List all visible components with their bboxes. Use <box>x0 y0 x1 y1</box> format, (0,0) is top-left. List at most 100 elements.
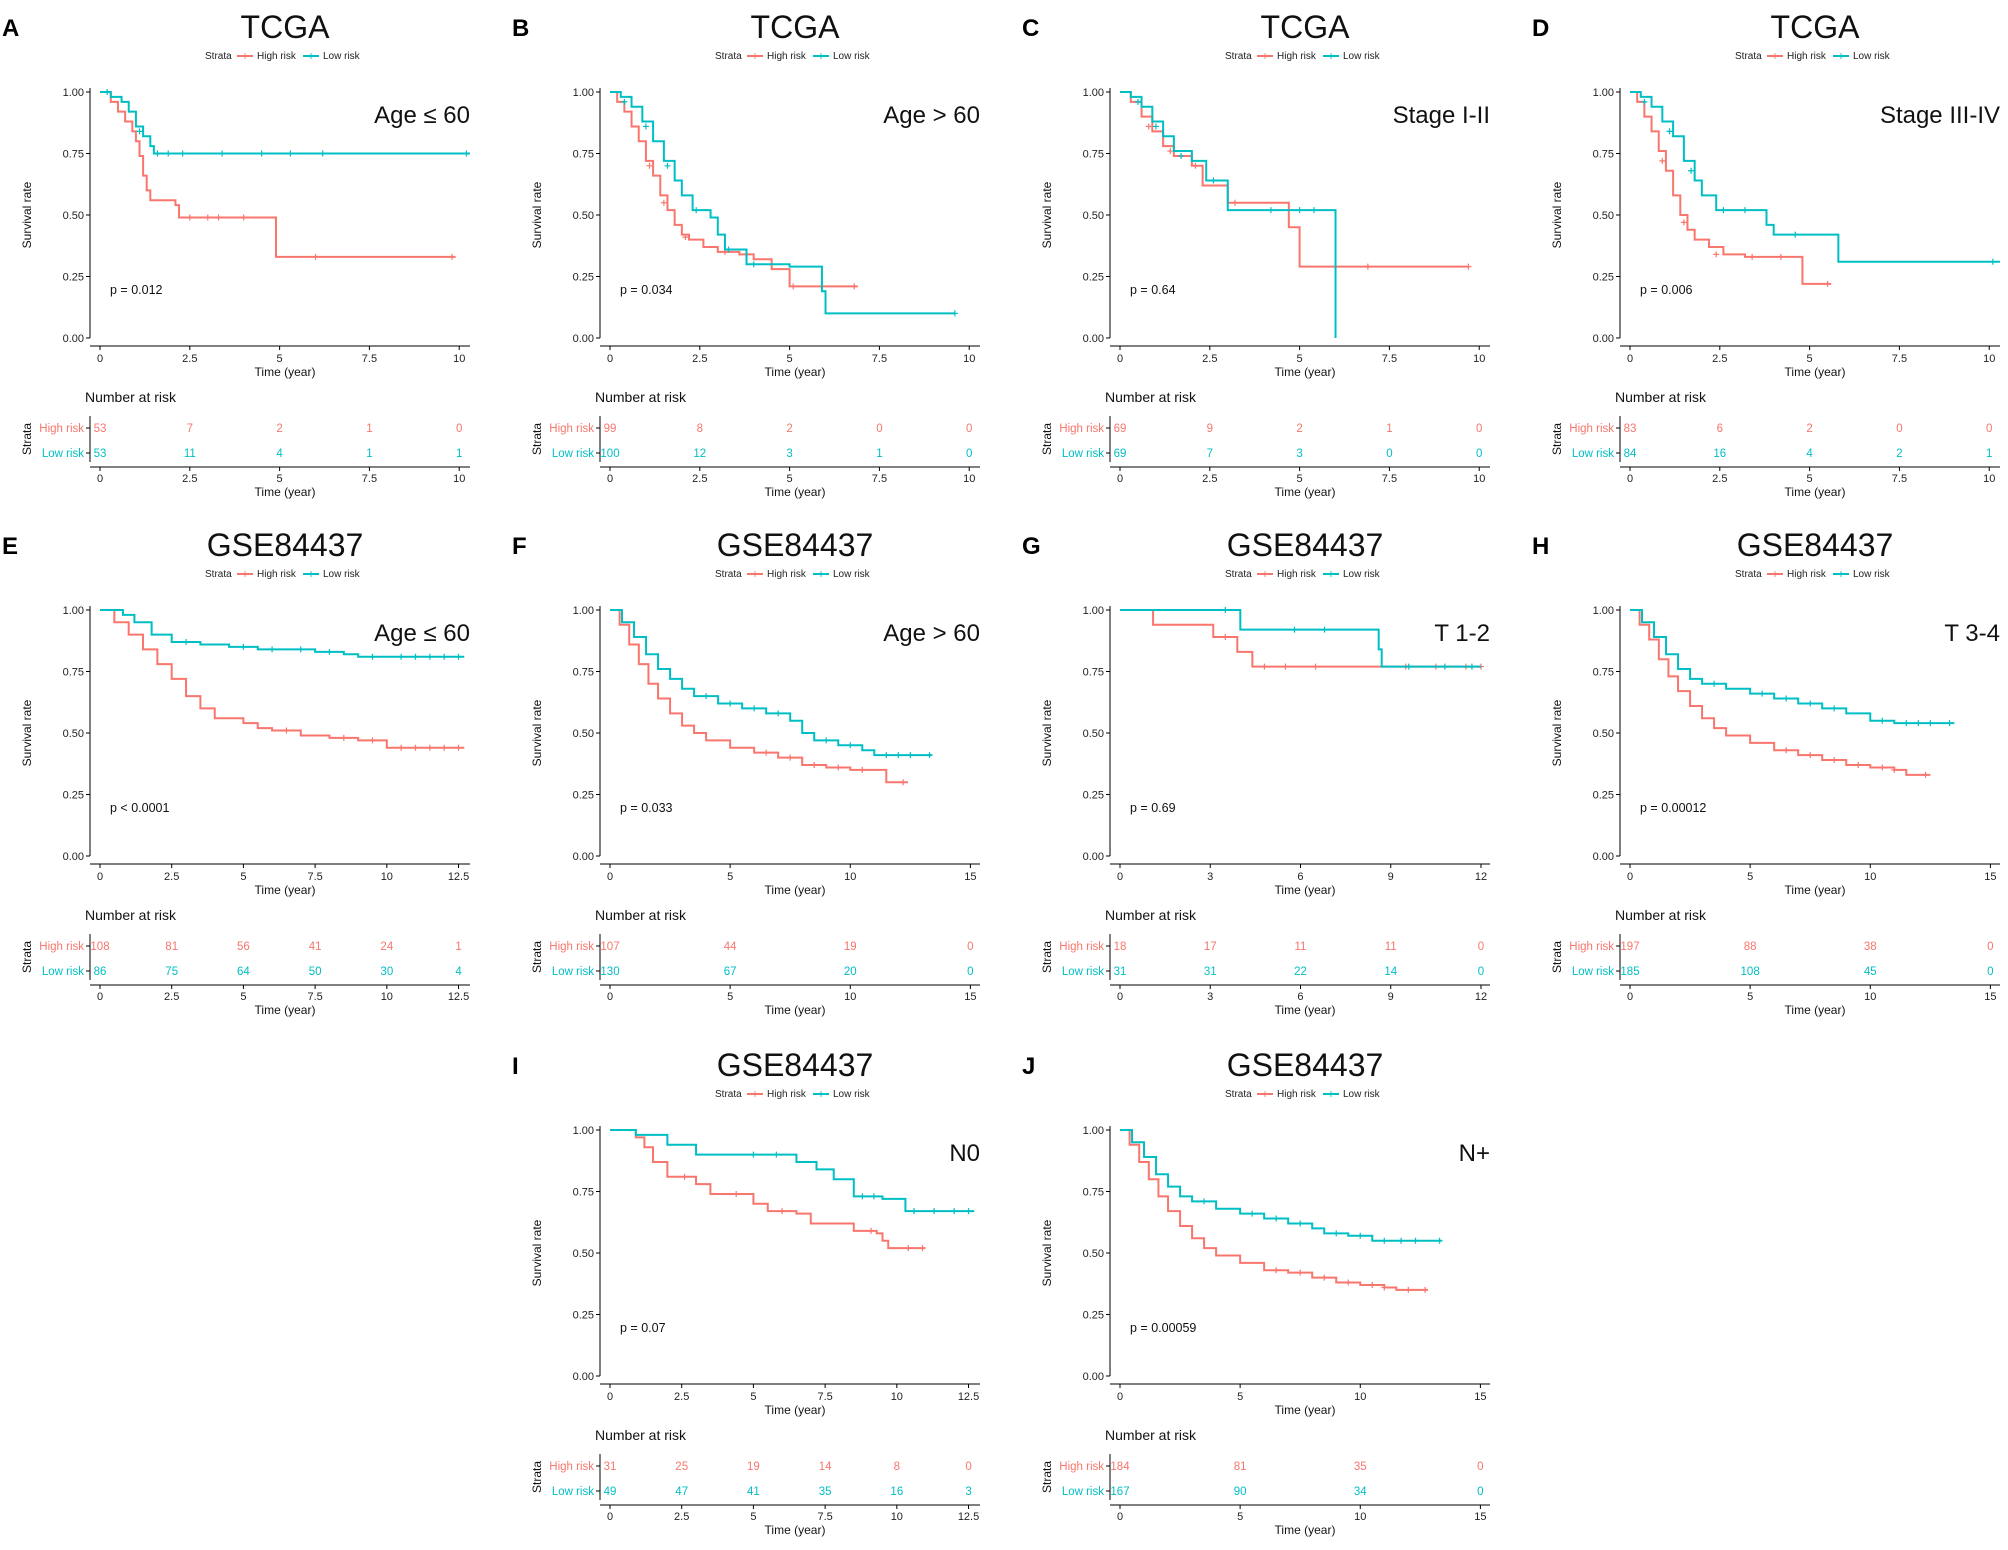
risk-count-low: 90 <box>1234 1486 1247 1498</box>
panel-letter: A <box>2 15 19 42</box>
risk-count-low: 185 <box>1620 966 1639 978</box>
censor-mark-low <box>750 1151 757 1158</box>
censor-mark-high <box>1297 1269 1304 1276</box>
risk-x-tick-label: 10 <box>1983 473 1995 485</box>
legend-title: Strata <box>715 51 742 62</box>
survival-curve-low <box>1630 91 2000 263</box>
censor-mark-high <box>1659 157 1666 164</box>
risk-row-label-high: High risk <box>1569 423 1614 435</box>
risk-row-label-low: Low risk <box>1572 448 1614 460</box>
x-tick-label: 3 <box>1207 871 1213 883</box>
risk-x-tick-label: 7.5 <box>1892 473 1907 485</box>
censor-mark-high <box>240 214 247 221</box>
risk-count-low: 53 <box>94 448 107 460</box>
risk-row-label-low: Low risk <box>552 966 594 978</box>
censor-mark-low <box>165 150 172 157</box>
survival-curve-high <box>610 1129 926 1250</box>
censor-mark-low <box>1641 98 1648 105</box>
x-tick-label: 0 <box>1117 353 1123 365</box>
risk-count-low: 67 <box>724 966 737 978</box>
x-axis-label: Time (year) <box>255 883 316 897</box>
censor-mark-low <box>870 1193 877 1200</box>
risk-strata-label: Strata <box>1040 941 1054 973</box>
risk-x-tick-label: 7.5 <box>817 1511 832 1523</box>
risk-count-low: 50 <box>309 966 322 978</box>
panel-g: G GSE84437 Strata + High risk + Low risk 0.00 0.… <box>1020 518 1522 1030</box>
censor-mark-high <box>1855 761 1862 768</box>
risk-count-low: 1 <box>1986 448 1992 460</box>
y-tick-label: 0.75 <box>63 149 84 161</box>
risk-x-axis-label: Time (year) <box>1785 485 1846 499</box>
risk-x-tick-label: 2.5 <box>182 473 197 485</box>
survival-curve-low <box>1120 609 1481 668</box>
censor-mark-high <box>1680 219 1687 226</box>
risk-x-tick-label: 12.5 <box>448 991 469 1003</box>
censor-mark-high <box>1231 199 1238 206</box>
y-tick-label: 0.00 <box>573 851 594 863</box>
y-tick-label: 0.75 <box>1083 667 1104 679</box>
censor-mark-low <box>1927 720 1934 727</box>
panel-letter: F <box>512 533 527 560</box>
censor-mark-high <box>412 744 419 751</box>
censor-mark-high <box>851 283 858 290</box>
y-tick-label: 0.00 <box>63 333 84 345</box>
censor-mark-low <box>847 742 854 749</box>
censor-mark-low <box>1831 705 1838 712</box>
y-tick-label: 1.00 <box>63 605 84 617</box>
subgroup-label: Age > 60 <box>883 102 980 129</box>
panel-letter: D <box>1532 15 1549 42</box>
censor-mark-low <box>727 700 734 707</box>
risk-strata-label: Strata <box>1040 1461 1054 1493</box>
risk-count-high: 184 <box>1110 1461 1130 1473</box>
censor-mark-low <box>823 737 830 744</box>
legend-low-cross: + <box>1327 567 1334 581</box>
panel-title: TCGA <box>1261 9 1351 45</box>
x-tick-label: 2.5 <box>182 353 197 365</box>
legend-low-cross: + <box>817 567 824 581</box>
legend-high-label: High risk <box>1277 569 1317 580</box>
censor-mark-high <box>859 766 866 773</box>
y-tick-label: 0.75 <box>63 667 84 679</box>
risk-row-label-high: High risk <box>1569 941 1614 953</box>
risk-strata-label: Strata <box>530 941 544 973</box>
survival-curve-high <box>1120 1129 1428 1291</box>
legend-low-label: Low risk <box>1343 51 1381 62</box>
y-tick-label: 0.25 <box>573 1310 594 1322</box>
legend-high-label: High risk <box>257 51 297 62</box>
risk-count-low: 1 <box>876 448 882 460</box>
risk-x-tick-label: 10 <box>844 991 856 1003</box>
y-tick-label: 0.75 <box>1083 149 1104 161</box>
risk-count-high: 1 <box>455 941 461 953</box>
risk-count-low: 3 <box>965 1486 971 1498</box>
y-tick-label: 0.50 <box>63 210 84 222</box>
risk-x-tick-label: 2.5 <box>1202 473 1217 485</box>
censor-mark-low <box>1989 258 1996 265</box>
risk-count-low: 31 <box>1204 966 1217 978</box>
risk-count-high: 2 <box>1296 423 1302 435</box>
panel-letter: H <box>1532 533 1549 560</box>
risk-count-high: 108 <box>90 941 109 953</box>
legend-title: Strata <box>715 569 742 580</box>
censor-mark-low <box>136 128 143 135</box>
censor-mark-high <box>1312 663 1319 670</box>
censor-mark-high <box>1879 764 1886 771</box>
censor-mark-low <box>1720 207 1727 214</box>
censor-mark-low <box>1946 720 1953 727</box>
x-tick-label: 10 <box>844 871 856 883</box>
panel-letter: E <box>2 533 18 560</box>
x-tick-label: 7.5 <box>1382 353 1397 365</box>
risk-count-low: 0 <box>1478 966 1484 978</box>
panel-title: TCGA <box>1771 9 1861 45</box>
risk-count-high: 1 <box>366 423 372 435</box>
y-tick-label: 1.00 <box>1083 87 1104 99</box>
p-value: p = 0.07 <box>620 1321 666 1335</box>
risk-count-high: 0 <box>967 941 973 953</box>
risk-strata-label: Strata <box>1040 423 1054 455</box>
censor-mark-low <box>1412 1237 1419 1244</box>
risk-x-tick-label: 0 <box>1117 473 1123 485</box>
legend: Strata + High risk + Low risk <box>205 49 361 63</box>
subgroup-label: T 1-2 <box>1434 620 1490 647</box>
legend-high-cross: + <box>1261 567 1268 581</box>
risk-count-high: 19 <box>844 941 857 953</box>
censor-mark-low <box>369 653 376 660</box>
